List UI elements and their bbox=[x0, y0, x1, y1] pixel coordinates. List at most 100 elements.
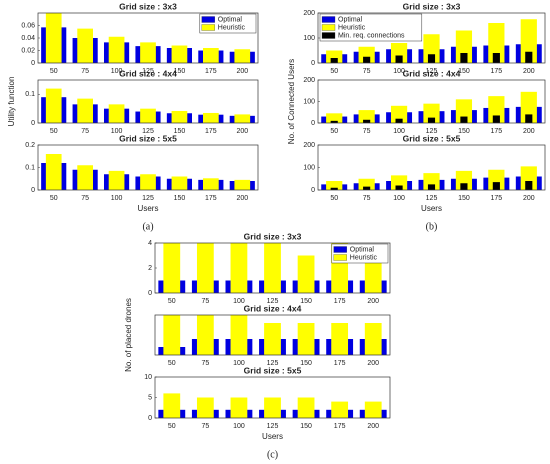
bar bbox=[520, 91, 537, 123]
chart-title: Grid size : 4x4 bbox=[244, 303, 302, 313]
bar bbox=[326, 50, 343, 63]
y-tick-label: 0.2 bbox=[25, 142, 35, 149]
x-tick-label: 75 bbox=[81, 68, 89, 75]
bar bbox=[163, 315, 181, 355]
bar bbox=[108, 104, 125, 123]
y-axis-label: Utility function bbox=[7, 77, 16, 127]
x-axis-label: Users bbox=[138, 204, 159, 213]
bar bbox=[330, 58, 338, 63]
bar bbox=[45, 88, 62, 123]
bar bbox=[390, 43, 408, 63]
bar bbox=[297, 255, 315, 293]
x-tick-label: 175 bbox=[205, 195, 217, 202]
x-tick-label: 200 bbox=[523, 195, 535, 202]
bar bbox=[390, 105, 408, 123]
bar bbox=[395, 185, 403, 190]
bar bbox=[520, 166, 537, 190]
y-axis-label: No. of Connected Users bbox=[287, 59, 296, 144]
x-tick-label: 50 bbox=[330, 128, 338, 135]
bar bbox=[455, 30, 473, 63]
bar bbox=[326, 113, 343, 123]
bar bbox=[358, 178, 375, 190]
bar bbox=[171, 45, 188, 63]
y-tick-label: 0 bbox=[31, 60, 35, 67]
x-tick-label: 125 bbox=[142, 68, 154, 75]
x-tick-label: 125 bbox=[267, 423, 279, 430]
bar bbox=[297, 397, 315, 418]
bar bbox=[163, 243, 181, 293]
x-tick-label: 75 bbox=[201, 423, 209, 430]
x-tick-label: 75 bbox=[363, 195, 371, 202]
x-tick-label: 200 bbox=[367, 423, 379, 430]
legend-label: Heuristic bbox=[338, 24, 366, 31]
legend-label: Optimal bbox=[338, 16, 363, 23]
legend-swatch bbox=[321, 24, 336, 31]
x-tick-label: 100 bbox=[233, 298, 245, 305]
y-tick-label: 4 bbox=[148, 240, 152, 247]
bar bbox=[364, 401, 382, 418]
x-tick-label: 150 bbox=[300, 423, 312, 430]
y-tick-label: 200 bbox=[303, 142, 315, 149]
bar bbox=[423, 173, 440, 190]
x-tick-label: 150 bbox=[458, 128, 470, 135]
x-tick-label: 175 bbox=[334, 423, 346, 430]
bar bbox=[455, 99, 473, 123]
x-tick-label: 50 bbox=[50, 68, 58, 75]
x-tick-label: 150 bbox=[458, 68, 470, 75]
bar bbox=[395, 118, 403, 123]
x-tick-label: 175 bbox=[205, 68, 217, 75]
legend-label: Optimal bbox=[218, 16, 243, 23]
chart-title: Grid size : 3x3 bbox=[403, 1, 461, 11]
chart-title: Grid size : 5x5 bbox=[244, 365, 302, 375]
bar bbox=[460, 183, 468, 190]
bar bbox=[455, 170, 473, 190]
y-axis-label: No. of placed drones bbox=[124, 298, 133, 372]
axes-frame bbox=[317, 144, 546, 191]
bar bbox=[140, 42, 156, 63]
bar bbox=[264, 323, 281, 355]
bar bbox=[264, 243, 281, 293]
x-tick-label: 125 bbox=[426, 68, 438, 75]
bar bbox=[427, 117, 436, 123]
bar bbox=[363, 119, 371, 123]
x-axis-label: Users bbox=[262, 432, 283, 441]
legend-label: Heuristic bbox=[218, 24, 246, 31]
x-tick-label: 200 bbox=[367, 298, 379, 305]
bar bbox=[77, 165, 93, 190]
x-tick-label: 200 bbox=[236, 128, 248, 135]
bar bbox=[492, 53, 500, 63]
x-tick-label: 50 bbox=[50, 195, 58, 202]
y-tick-label: 0 bbox=[148, 415, 152, 422]
bar bbox=[330, 187, 338, 190]
bar bbox=[108, 36, 125, 63]
bar bbox=[492, 115, 500, 123]
bar bbox=[358, 110, 375, 123]
x-tick-label: 75 bbox=[201, 360, 209, 367]
legend-label: Optimal bbox=[350, 246, 375, 253]
bar bbox=[363, 56, 371, 63]
bar bbox=[234, 179, 251, 190]
axes-frame bbox=[154, 376, 391, 419]
x-tick-label: 125 bbox=[142, 128, 154, 135]
bar bbox=[163, 393, 181, 418]
bar bbox=[77, 98, 93, 123]
bar bbox=[358, 46, 375, 63]
x-tick-label: 75 bbox=[201, 298, 209, 305]
axes-frame bbox=[37, 12, 259, 64]
axes-frame bbox=[154, 242, 391, 294]
x-tick-label: 175 bbox=[334, 360, 346, 367]
caption: (b) bbox=[426, 221, 438, 232]
bar bbox=[230, 315, 248, 355]
x-tick-label: 200 bbox=[523, 68, 535, 75]
bar bbox=[331, 401, 349, 418]
bar bbox=[171, 110, 188, 123]
bar bbox=[427, 184, 436, 190]
x-tick-label: 75 bbox=[363, 68, 371, 75]
chart-title: Grid size : 3x3 bbox=[244, 231, 302, 241]
bar bbox=[171, 176, 188, 190]
y-tick-label: 0 bbox=[31, 120, 35, 127]
chart-title: Grid size : 3x3 bbox=[119, 1, 177, 11]
legend-swatch bbox=[321, 32, 336, 39]
y-tick-label: 100 bbox=[303, 35, 315, 42]
